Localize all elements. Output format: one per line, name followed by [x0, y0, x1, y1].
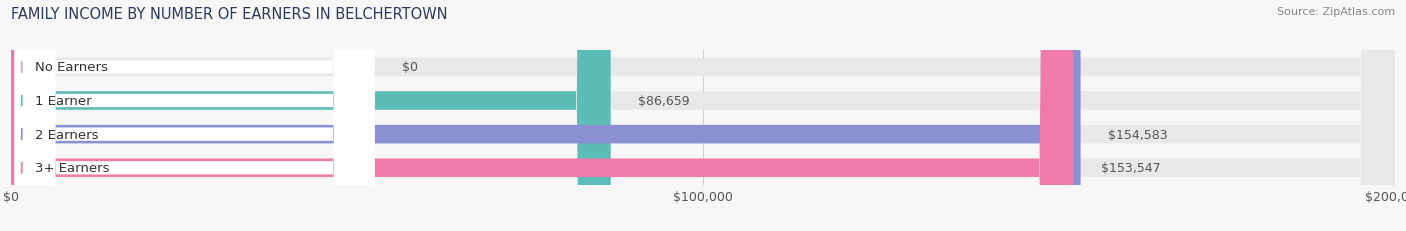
Text: $86,659: $86,659 [638, 94, 690, 108]
FancyBboxPatch shape [14, 0, 374, 231]
FancyBboxPatch shape [14, 0, 374, 231]
FancyBboxPatch shape [11, 0, 1395, 231]
Text: $0: $0 [402, 61, 418, 74]
FancyBboxPatch shape [11, 0, 1081, 231]
Text: 2 Earners: 2 Earners [35, 128, 98, 141]
FancyBboxPatch shape [14, 0, 374, 231]
Text: 3+ Earners: 3+ Earners [35, 161, 110, 175]
Text: 1 Earner: 1 Earner [35, 94, 91, 108]
Text: $153,547: $153,547 [1101, 161, 1161, 175]
FancyBboxPatch shape [11, 0, 1395, 231]
FancyBboxPatch shape [11, 0, 610, 231]
Text: No Earners: No Earners [35, 61, 108, 74]
FancyBboxPatch shape [11, 0, 1395, 231]
FancyBboxPatch shape [14, 0, 374, 231]
Text: Source: ZipAtlas.com: Source: ZipAtlas.com [1277, 7, 1395, 17]
Text: $154,583: $154,583 [1108, 128, 1168, 141]
Text: FAMILY INCOME BY NUMBER OF EARNERS IN BELCHERTOWN: FAMILY INCOME BY NUMBER OF EARNERS IN BE… [11, 7, 449, 22]
FancyBboxPatch shape [11, 0, 1073, 231]
FancyBboxPatch shape [11, 0, 1395, 231]
